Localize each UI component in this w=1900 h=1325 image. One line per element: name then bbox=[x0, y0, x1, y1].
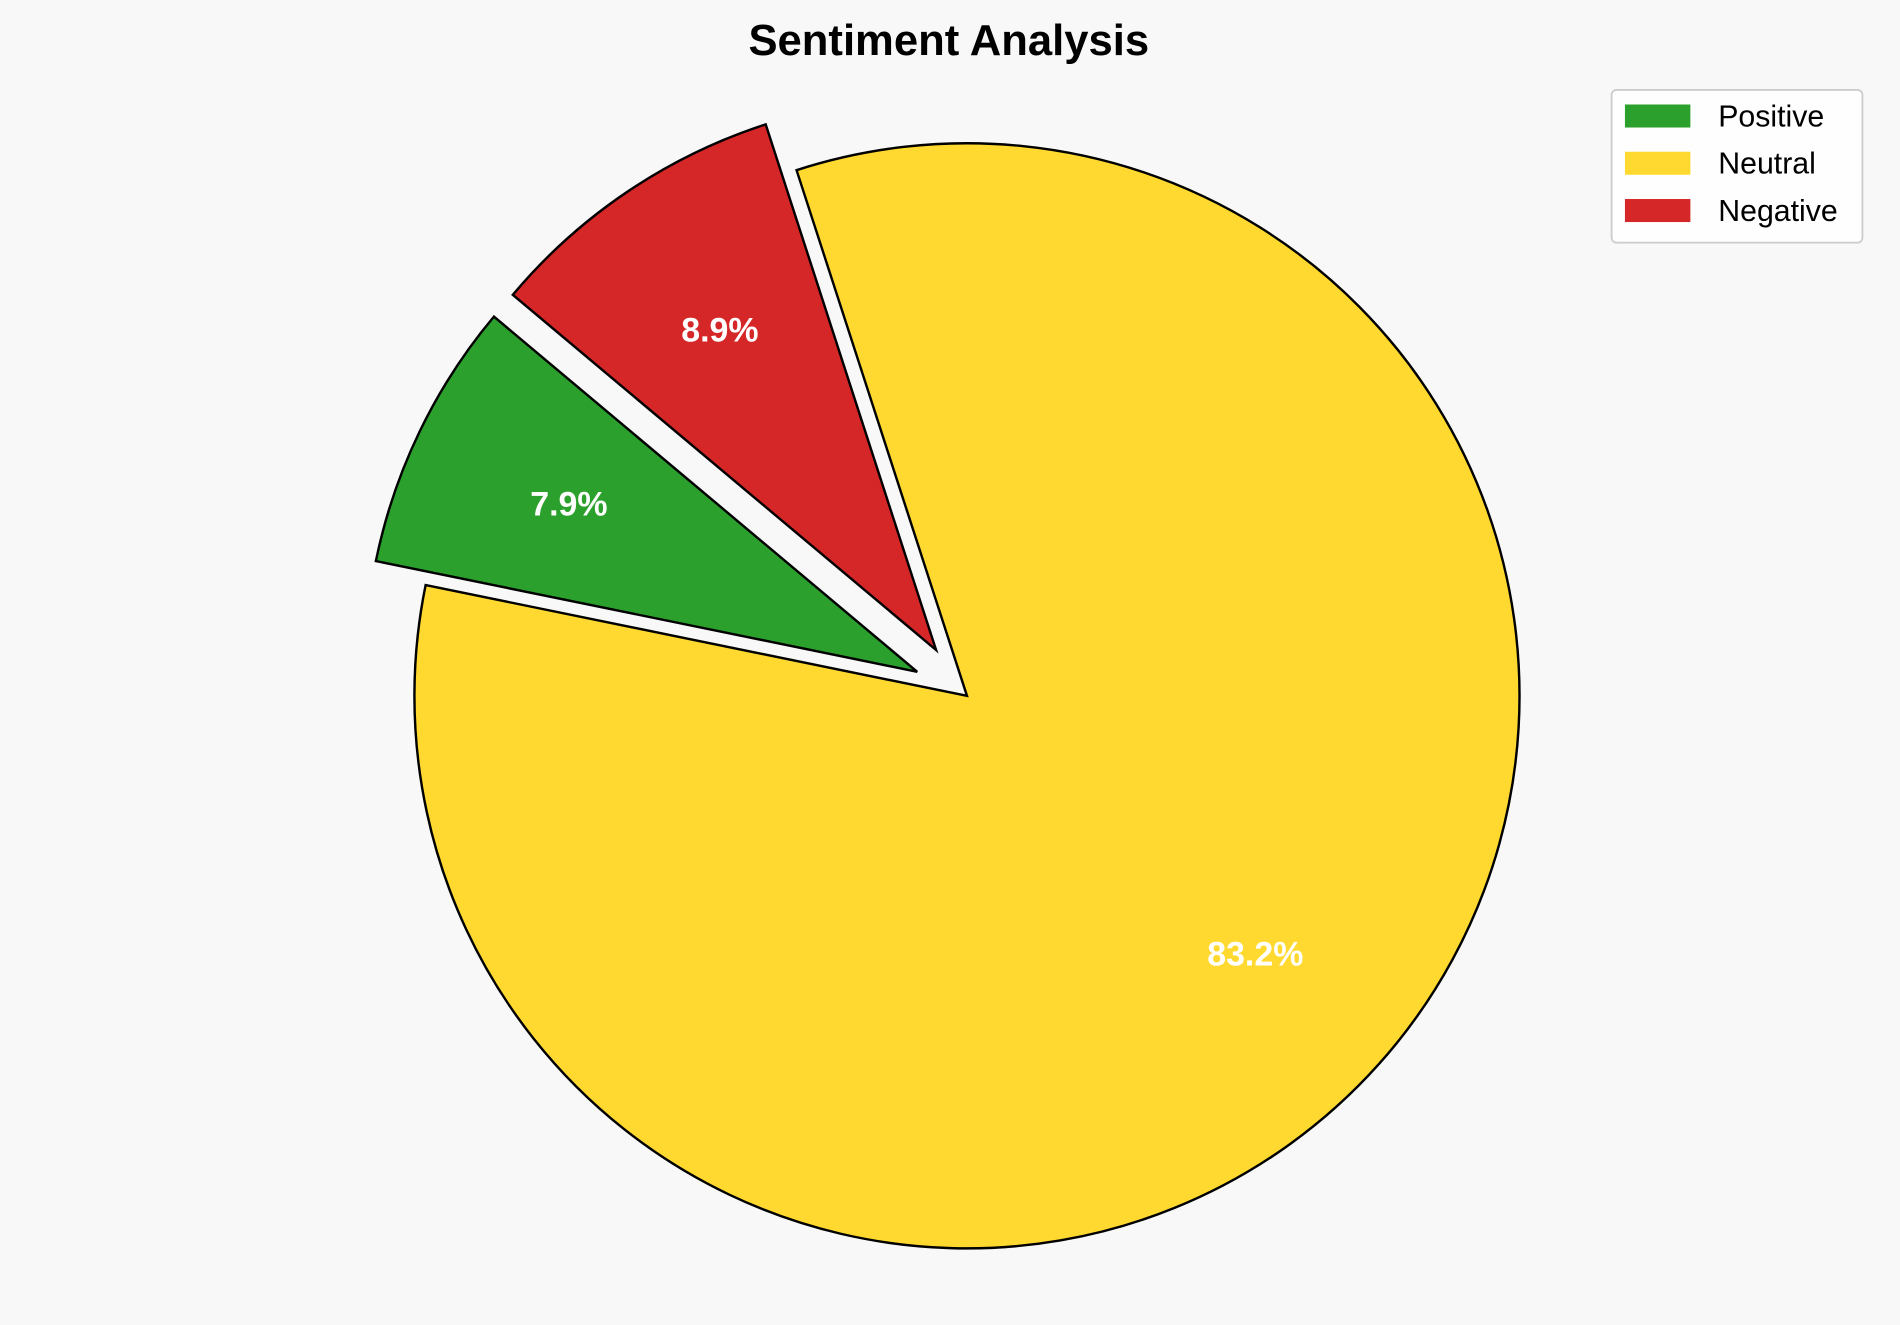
pie-slices bbox=[374, 122, 1521, 1250]
legend-swatch-neutral bbox=[1624, 151, 1691, 175]
pie-label-negative: 8.9% bbox=[681, 311, 758, 349]
legend-swatch-negative bbox=[1624, 199, 1691, 223]
pie-slice-positive bbox=[374, 314, 918, 673]
pie-label-neutral: 83.2% bbox=[1207, 936, 1303, 974]
pie-slice-neutral bbox=[413, 142, 1521, 1250]
pie-labels: 7.9% 83.2% 8.9% bbox=[530, 311, 1303, 973]
chart-title: Sentiment Analysis bbox=[748, 17, 1149, 65]
legend-swatch-positive bbox=[1624, 104, 1691, 128]
legend-label-positive: Positive bbox=[1718, 100, 1824, 133]
legend-label-negative: Negative bbox=[1718, 195, 1838, 228]
pie-label-positive: 7.9% bbox=[530, 486, 607, 524]
legend-label-neutral: Neutral bbox=[1718, 148, 1816, 181]
legend: Positive Neutral Negative bbox=[1610, 89, 1864, 244]
pie-slice-negative bbox=[511, 122, 939, 654]
